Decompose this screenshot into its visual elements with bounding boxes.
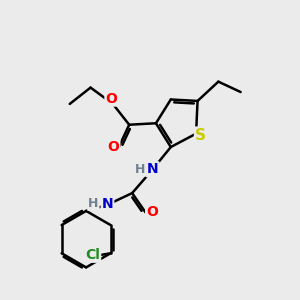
Text: O: O: [107, 140, 119, 154]
Text: H: H: [88, 197, 99, 210]
Text: O: O: [105, 92, 117, 106]
Text: N: N: [102, 196, 113, 211]
Text: O: O: [146, 206, 158, 219]
Text: N: N: [147, 162, 158, 176]
Text: H: H: [135, 163, 145, 176]
Text: Cl: Cl: [85, 248, 100, 262]
Text: S: S: [195, 128, 206, 142]
